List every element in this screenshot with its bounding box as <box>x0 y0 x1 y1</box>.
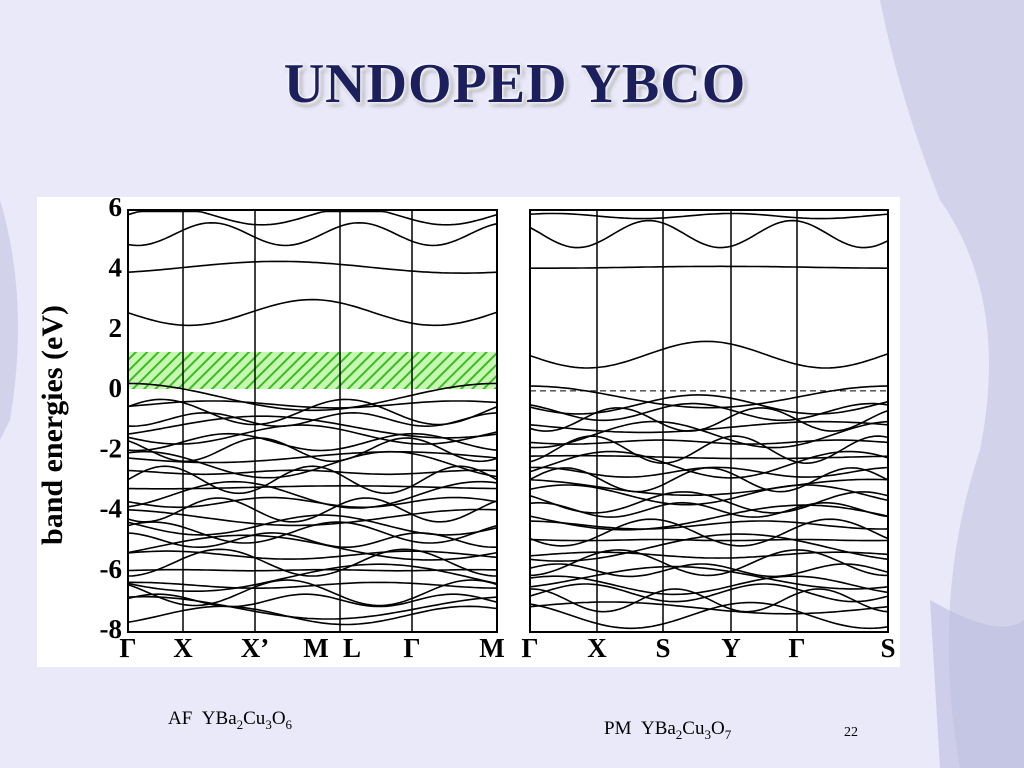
band-curve <box>529 484 889 506</box>
band-curve <box>127 496 498 509</box>
y-tick-label: 2 <box>109 313 123 343</box>
caption: PM YBa2Cu3O7 <box>604 718 731 743</box>
band-curve <box>529 467 889 493</box>
formula-element: Cu <box>682 718 705 739</box>
band-curve <box>127 210 498 226</box>
formula-subscript: 3 <box>704 726 711 742</box>
k-point-label: Γ <box>403 633 420 663</box>
band-curve <box>529 501 889 518</box>
band-curve <box>127 550 498 560</box>
band-curve <box>127 480 498 509</box>
band-curve <box>529 583 889 603</box>
k-point-label: Γ <box>119 633 136 663</box>
band-curve <box>127 534 498 561</box>
caption: AF YBa2Cu3O6 <box>168 708 292 733</box>
band-curve <box>127 595 498 620</box>
band-curve <box>529 402 889 422</box>
band-curve <box>127 581 498 589</box>
band-curve <box>529 439 889 445</box>
band-curve <box>529 549 889 577</box>
band-curve <box>529 407 889 432</box>
band-curve <box>127 432 498 452</box>
y-tick-label: -8 <box>100 614 123 644</box>
band-curve <box>530 385 888 409</box>
band-curve <box>127 398 498 426</box>
formula-subscript: 7 <box>724 726 732 742</box>
band-curve <box>529 340 889 369</box>
band-curve <box>529 504 889 531</box>
slide-title: UNDOPED YBCO <box>283 53 747 115</box>
formula-element: YBa <box>640 718 676 739</box>
plot-frame <box>127 209 498 633</box>
band-curve <box>127 593 498 608</box>
band-curve <box>127 521 498 544</box>
band-curve <box>529 450 889 479</box>
band-curve <box>529 219 889 249</box>
band-curve <box>529 533 889 562</box>
y-axis-label: band energies (eV) <box>36 305 69 545</box>
band-curve <box>127 415 498 439</box>
band-curve <box>127 465 498 495</box>
band-curve <box>127 260 498 275</box>
k-point-label: S <box>880 633 895 663</box>
band-curve <box>127 221 498 247</box>
band-curve <box>529 575 889 596</box>
k-point-label: L <box>343 633 361 663</box>
formula-element: O <box>710 718 725 739</box>
band-curve <box>529 551 889 559</box>
band-curve <box>529 588 889 613</box>
plot-frame <box>529 209 889 633</box>
band-curve <box>529 563 889 578</box>
band-curve <box>127 579 498 607</box>
formula-subscript: 3 <box>265 716 272 732</box>
band-curve <box>529 454 889 460</box>
formula-subscript: 2 <box>236 716 244 732</box>
y-tick-label: -6 <box>100 554 123 584</box>
band-curve <box>529 394 889 415</box>
band-curve <box>127 424 498 445</box>
formula-element: YBa <box>201 708 237 729</box>
band-curve <box>529 420 889 434</box>
k-point-label: Γ <box>521 633 538 663</box>
y-tick-label: -2 <box>100 433 123 463</box>
y-tick-label: 4 <box>109 252 123 282</box>
k-point-label: M <box>479 633 504 663</box>
k-point-label: S <box>655 633 670 663</box>
caption-label: AF <box>168 708 193 729</box>
band-curve <box>530 265 888 269</box>
formula-element: Cu <box>243 708 266 729</box>
formula-subscript: 2 <box>675 726 683 742</box>
band-curve <box>529 491 889 514</box>
band-curve <box>127 605 498 626</box>
band-curve <box>127 497 498 523</box>
band-curve <box>529 520 889 530</box>
band-curve <box>529 212 889 220</box>
k-point-label: Γ <box>788 633 805 663</box>
k-point-label: X’ <box>241 633 270 663</box>
band-curve <box>529 601 889 630</box>
band-curve <box>127 548 498 577</box>
caption-label: PM <box>604 718 632 739</box>
band-curve <box>127 298 498 327</box>
k-point-label: X <box>587 633 607 663</box>
band-curve <box>127 437 498 463</box>
page-number: 22 <box>844 725 858 740</box>
formula-subscript: 6 <box>285 716 293 732</box>
k-point-label: Y <box>721 633 741 663</box>
y-tick-label: 0 <box>109 373 123 403</box>
k-point-label: X <box>173 633 193 663</box>
band-curve <box>127 382 498 412</box>
band-curve <box>127 451 498 464</box>
band-curve <box>127 563 498 592</box>
band-curve <box>127 532 497 548</box>
k-point-label: M <box>303 633 328 663</box>
band-curve <box>530 538 888 542</box>
band-curve <box>529 565 889 590</box>
y-tick-label: 6 <box>109 192 123 222</box>
formula-element: O <box>271 708 286 729</box>
y-tick-label: -4 <box>100 494 123 524</box>
